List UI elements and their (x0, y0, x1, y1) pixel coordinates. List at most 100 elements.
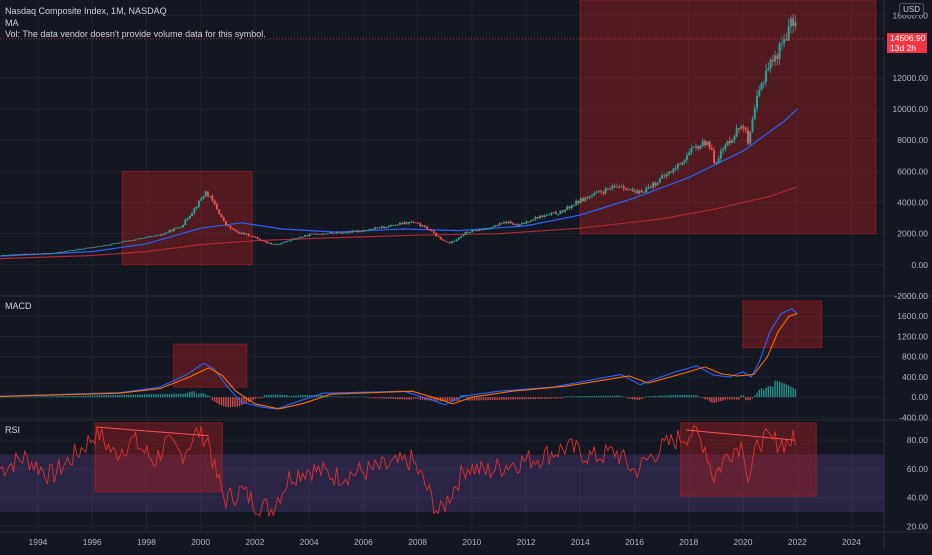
candle-body (783, 39, 786, 44)
currency-badge[interactable]: USD (899, 3, 924, 16)
candle-body (794, 22, 797, 26)
price-highlight-box (579, 0, 877, 235)
macd-histogram-bar (760, 388, 763, 398)
axis-labels: 1994 1996 1998 2000 2002 2004 2006 2008 2010 2012… (29, 11, 929, 547)
macd-histogram-bar (85, 395, 87, 398)
candle-body (229, 225, 232, 229)
candle-body (172, 228, 175, 232)
candle-body (690, 147, 693, 153)
candle-body (365, 230, 368, 232)
macd-histogram-bar (406, 397, 408, 400)
volume-note: Vol: The data vendor doesn't provide vol… (5, 29, 266, 39)
candle-body (44, 253, 47, 255)
rsi-highlight-box (94, 422, 223, 493)
macd-histogram-bar (112, 395, 114, 398)
macd-histogram-bar (559, 397, 562, 399)
macd-histogram-bar (613, 395, 616, 398)
candle-body (21, 253, 24, 255)
macd-histogram-bar (134, 394, 137, 398)
macd-histogram-bar (699, 397, 702, 398)
macd-histogram-bar (711, 397, 713, 403)
macd-histogram-bar (155, 394, 157, 398)
candle-body (704, 140, 707, 146)
macd-histogram-bar (189, 391, 191, 398)
macd-histogram-bar (548, 397, 550, 399)
macd-histogram-bar (26, 396, 28, 398)
x-tick-label: 2020 (734, 537, 753, 547)
candle-body (118, 242, 121, 244)
macd-histogram (0, 380, 797, 408)
candle-body (724, 144, 727, 150)
macd-histogram-bar (783, 383, 785, 398)
candle-body (405, 222, 408, 224)
macd-histogram-bar (369, 397, 372, 399)
candle-body (469, 232, 472, 233)
candle-body (613, 185, 616, 188)
candle-body (127, 240, 130, 242)
candle-body (423, 225, 426, 227)
ma-indicator-label[interactable]: MA (5, 18, 19, 28)
candle-body (491, 226, 494, 229)
macd-y-tick-label: 0.00 (911, 392, 928, 402)
candle-body (733, 136, 736, 141)
candle-body (487, 228, 490, 230)
candle-body (157, 234, 160, 236)
macd-y-tick-label: 800.00 (902, 352, 928, 362)
macd-histogram-bar (381, 397, 383, 399)
macd-histogram-bar (541, 397, 544, 399)
candle-body (168, 230, 171, 233)
candle-body (304, 235, 307, 237)
candle-body (439, 236, 442, 240)
macd-histogram-bar (213, 397, 216, 402)
candle-body (640, 190, 643, 193)
candle-body (758, 90, 761, 96)
candle-body (100, 246, 103, 247)
macd-histogram-bar (137, 394, 139, 398)
candle-body (69, 250, 72, 252)
macd-histogram-bar (600, 395, 602, 398)
rsi-y-tick-label: 60.00 (907, 464, 929, 474)
candle-body (746, 130, 749, 144)
candle-body (697, 146, 700, 150)
macd-histogram-bar (629, 397, 632, 400)
rsi-pane-label[interactable]: RSI (5, 425, 21, 435)
macd-histogram-bar (681, 394, 684, 398)
macd-histogram-bar (8, 397, 10, 398)
candle-body (414, 222, 417, 224)
macd-histogram-bar (745, 397, 747, 401)
macd-histogram-bar (507, 397, 510, 400)
candle-body (760, 83, 763, 91)
macd-histogram-bar (672, 395, 675, 398)
macd-pane-label[interactable]: MACD (5, 301, 32, 311)
candle-body (606, 188, 609, 190)
macd-histogram-bar (693, 395, 695, 398)
macd-histogram-bar (265, 395, 268, 398)
candle-body (328, 232, 331, 234)
macd-histogram-bar (211, 397, 214, 401)
macd-histogram-bar (338, 396, 340, 398)
candle-body (369, 229, 372, 231)
macd-histogram-bar (322, 395, 324, 398)
macd-histogram-bar (772, 386, 774, 398)
candle-body (102, 245, 105, 247)
macd-highlight-box (173, 343, 248, 388)
macd-histogram-bar (320, 394, 322, 398)
candle-body (184, 219, 187, 226)
candle-body (756, 95, 759, 109)
macd-histogram-bar (720, 397, 722, 402)
candle-body (426, 226, 429, 230)
candle-body (792, 18, 795, 26)
candle-body (631, 189, 634, 192)
macd-histogram-bar (152, 394, 155, 398)
macd-histogram-bar (794, 389, 797, 398)
candle-body (148, 236, 151, 238)
macd-histogram-bar (53, 396, 55, 398)
macd-histogram-bar (401, 397, 403, 400)
macd-histogram-bar (399, 397, 401, 400)
rsi-y-tick-label: 40.00 (907, 493, 929, 503)
candle-body (421, 225, 424, 227)
candle-body (694, 146, 697, 148)
macd-histogram-bar (105, 395, 107, 398)
